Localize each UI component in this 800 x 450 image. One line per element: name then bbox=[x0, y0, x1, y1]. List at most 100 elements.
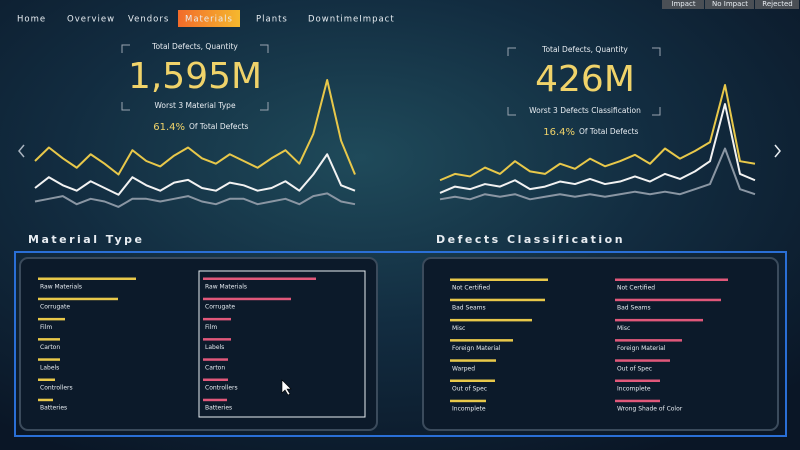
sparkline bbox=[439, 103, 756, 194]
bar-label: Batteries bbox=[40, 405, 67, 412]
bar-label: Incomplete bbox=[452, 406, 486, 413]
bracket bbox=[121, 102, 130, 111]
section-title: Defects Classification bbox=[436, 233, 625, 246]
bar bbox=[615, 359, 670, 362]
next-arrow[interactable] bbox=[774, 144, 781, 158]
bar bbox=[203, 358, 228, 361]
bar bbox=[38, 358, 60, 361]
kpi-share: 16.4% bbox=[543, 127, 575, 138]
kpi-share-label: Of Total Defects bbox=[189, 122, 249, 131]
bar bbox=[38, 338, 60, 341]
bar-label: Warped bbox=[452, 365, 475, 372]
bar bbox=[450, 379, 495, 382]
bar bbox=[203, 398, 227, 402]
bracket bbox=[652, 47, 661, 56]
bracket bbox=[260, 102, 269, 111]
bar bbox=[203, 297, 291, 301]
filter-label[interactable]: Impact bbox=[671, 0, 695, 8]
bar-label: Foreign Material bbox=[452, 345, 501, 352]
kpi-value: 426M bbox=[535, 59, 635, 100]
bar bbox=[203, 277, 316, 280]
kpi-subtitle: Worst 3 Material Type bbox=[154, 101, 236, 110]
bracket bbox=[260, 44, 269, 53]
bar bbox=[38, 317, 65, 321]
prev-arrow[interactable] bbox=[18, 144, 25, 158]
bar bbox=[450, 298, 545, 302]
bar bbox=[615, 278, 728, 281]
bracket bbox=[507, 107, 516, 116]
bar-label: Labels bbox=[205, 344, 224, 351]
bar bbox=[615, 339, 682, 342]
section-title: Material Type bbox=[28, 233, 145, 246]
bar bbox=[38, 398, 53, 402]
focus-box bbox=[198, 270, 366, 418]
bar-label: Film bbox=[40, 324, 52, 331]
kpi-share: 61.4% bbox=[153, 122, 185, 133]
bar-label: Bad Seams bbox=[452, 305, 486, 312]
bar bbox=[203, 378, 228, 381]
bar bbox=[450, 318, 532, 322]
bar-label: Corrugate bbox=[205, 304, 235, 311]
bar-label: Wrong Shade of Color bbox=[617, 406, 683, 413]
bar-label: Out of Spec bbox=[452, 386, 487, 393]
bar bbox=[203, 338, 231, 341]
cursor bbox=[281, 379, 292, 396]
sparkline bbox=[439, 147, 756, 201]
bar-label: Misc bbox=[617, 325, 630, 332]
bar bbox=[38, 297, 118, 301]
kpi-share-label: Of Total Defects bbox=[579, 127, 639, 136]
bar-label: Bad Seams bbox=[617, 305, 651, 312]
sparkline bbox=[439, 84, 756, 182]
bar bbox=[615, 298, 721, 302]
bar bbox=[450, 339, 513, 342]
active-tab bbox=[178, 10, 240, 27]
filter-label[interactable]: Rejected bbox=[762, 0, 792, 8]
nav-tab[interactable]: Materials bbox=[185, 15, 233, 25]
bar bbox=[615, 399, 660, 403]
nav-tab[interactable]: Overview bbox=[67, 15, 115, 25]
bar-label: Controllers bbox=[40, 385, 73, 392]
bar bbox=[450, 359, 496, 362]
filter-button[interactable] bbox=[705, 0, 754, 9]
bar-label: Carton bbox=[205, 364, 225, 371]
filter-label[interactable]: No Impact bbox=[712, 0, 748, 8]
bracket bbox=[121, 44, 130, 53]
sparkline bbox=[34, 79, 356, 176]
nav-tab[interactable]: Vendors bbox=[128, 15, 169, 25]
sparkline bbox=[34, 153, 356, 196]
bar bbox=[203, 317, 231, 321]
filter-button[interactable] bbox=[662, 0, 704, 9]
bar bbox=[615, 318, 703, 322]
bar bbox=[450, 278, 548, 281]
kpi-subtitle: Worst 3 Defects Classification bbox=[529, 106, 641, 115]
bar-label: Film bbox=[205, 324, 217, 331]
bar-label: Out of Spec bbox=[617, 365, 652, 372]
bar-label: Incomplete bbox=[617, 386, 651, 393]
bar-label: Raw Materials bbox=[205, 284, 247, 291]
filter-button[interactable] bbox=[755, 0, 799, 9]
bar-label: Labels bbox=[40, 364, 59, 371]
nav-tab[interactable]: Home bbox=[17, 15, 46, 25]
selection-frame bbox=[14, 251, 787, 437]
bar-label: Misc bbox=[452, 325, 465, 332]
kpi-value: 1,595M bbox=[128, 56, 262, 97]
bar bbox=[38, 378, 55, 381]
bracket bbox=[652, 107, 661, 116]
bar-label: Foreign Material bbox=[617, 345, 666, 352]
bar-label: Not Certified bbox=[452, 285, 490, 292]
kpi-label: Total Defects, Quantity bbox=[541, 45, 628, 54]
bar bbox=[450, 399, 486, 403]
sparkline bbox=[34, 192, 356, 208]
bar-label: Corrugate bbox=[40, 304, 70, 311]
bar-label: Batteries bbox=[205, 405, 232, 412]
nav-tab[interactable]: DowntimeImpact bbox=[308, 15, 395, 25]
bar-label: Not Certified bbox=[617, 285, 655, 292]
bar-label: Carton bbox=[40, 344, 60, 351]
nav-tab[interactable]: Plants bbox=[256, 15, 288, 25]
bar-label: Controllers bbox=[205, 385, 238, 392]
bar bbox=[615, 379, 660, 382]
kpi-label: Total Defects, Quantity bbox=[151, 42, 238, 51]
bar-label: Raw Materials bbox=[40, 284, 82, 291]
bar bbox=[38, 277, 136, 280]
